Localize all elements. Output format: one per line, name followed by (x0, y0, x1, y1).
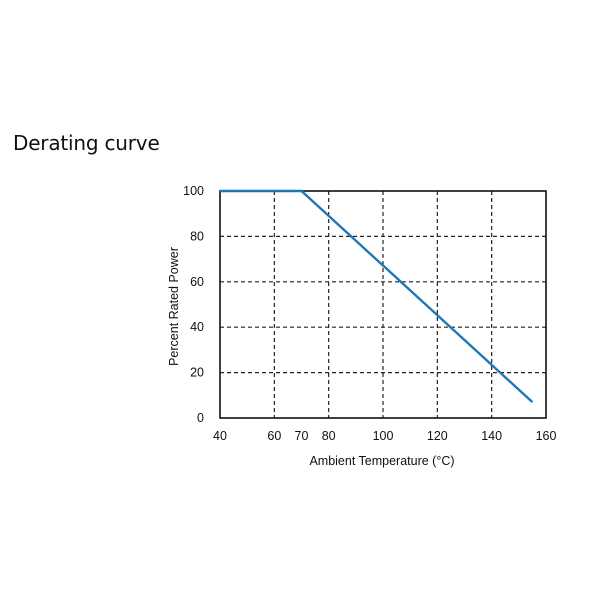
x-axis-label: Ambient Temperature (°C) (309, 454, 454, 468)
y-tick-label: 100 (183, 184, 204, 198)
x-tick-label: 70 (295, 429, 309, 443)
y-tick-label: 0 (197, 411, 204, 425)
x-tick-label: 80 (322, 429, 336, 443)
x-tick-labels: 40 60 70 80 100 120 140 160 (213, 429, 556, 443)
x-tick-label: 60 (267, 429, 281, 443)
plot-frame (219, 190, 547, 419)
x-tick-label: 40 (213, 429, 227, 443)
y-tick-labels: 0 20 40 60 80 100 (183, 184, 204, 425)
y-tick-label: 60 (190, 275, 204, 289)
x-tick-label: 140 (481, 429, 502, 443)
x-tick-label: 160 (536, 429, 557, 443)
page-title: Derating curve (13, 131, 160, 155)
x-tick-label: 120 (427, 429, 448, 443)
y-tick-label: 20 (190, 366, 204, 380)
chart-gridlines (220, 191, 546, 418)
x-tick-label: 100 (373, 429, 394, 443)
y-axis-label: Percent Rated Power (167, 247, 181, 366)
derating-curve-line (220, 189, 534, 403)
chart-series (220, 189, 534, 403)
y-tick-label: 40 (190, 320, 204, 334)
y-tick-label: 80 (190, 229, 204, 243)
